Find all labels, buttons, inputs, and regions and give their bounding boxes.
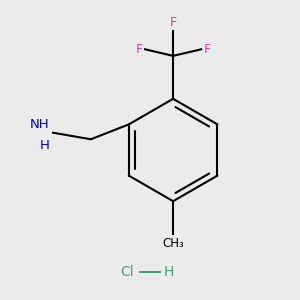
Text: H: H — [40, 139, 50, 152]
Text: H: H — [163, 265, 174, 279]
Text: F: F — [204, 43, 211, 56]
Text: F: F — [169, 16, 177, 29]
Text: Cl: Cl — [120, 265, 134, 279]
Text: F: F — [135, 43, 142, 56]
Text: CH₃: CH₃ — [162, 237, 184, 250]
Text: NH: NH — [30, 118, 50, 131]
